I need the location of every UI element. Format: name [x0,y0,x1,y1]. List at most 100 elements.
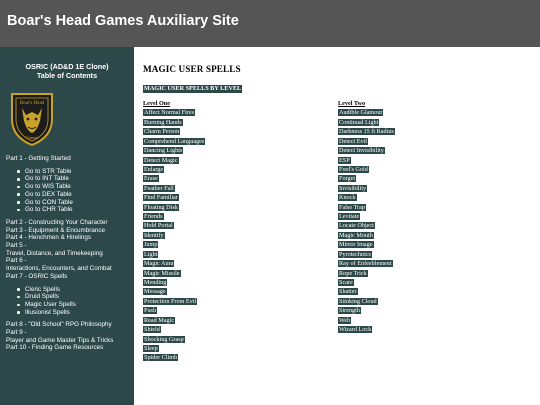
spell-link[interactable]: Affect Normal Fires [143,109,196,117]
spell-list-item[interactable]: ESP [338,156,395,165]
spell-list-item[interactable]: Burning Hands [143,118,205,127]
toc-sub-item[interactable]: Go to STR Table [17,167,132,176]
toc-part-10-link[interactable]: Part 10 - Finding Game Resources [6,344,104,352]
spell-list-item[interactable]: Scare [338,278,395,287]
spell-link[interactable]: Push [143,307,158,315]
spell-list-item[interactable]: Magic Mouth [338,231,395,240]
toc-part-5-title-link[interactable]: Travel, Distance, and Timekeeping [6,249,103,257]
spell-list-item[interactable]: Fool's Gold [338,165,395,174]
toc-sub-item[interactable]: Go to INT Table [17,175,132,183]
spell-link[interactable]: Mending [143,279,168,287]
go-to-wis-link[interactable]: Go to WIS Table [25,183,71,191]
toc-part-2-link[interactable]: Part 2 - Constructing Your Character [6,218,108,226]
spell-list-item[interactable]: Light [143,250,205,259]
toc-sub-item[interactable]: Illusionist Spells [17,308,132,317]
spell-link[interactable]: Find Familiar [143,194,179,202]
spell-list-item[interactable]: Levitate [338,212,395,221]
go-to-con-link[interactable]: Go to CON Table [25,198,73,206]
spell-list-item[interactable]: Hold Portal [143,221,205,230]
toc-part-3[interactable]: Part 3 - Equipment & Encumbrance [6,227,132,235]
toc-sub-item[interactable]: Go to WIS Table [17,183,132,191]
spell-list-item[interactable]: Erase [143,174,205,183]
spell-link[interactable]: Hold Portal [143,222,174,230]
spell-list-item[interactable]: Detect Evil [338,137,395,146]
spell-list-item[interactable]: Wizard Lock [338,325,395,334]
spell-list-item[interactable]: Shocking Grasp [143,335,205,344]
spell-list-item[interactable]: Charm Person [143,127,205,136]
spell-link[interactable]: Web [338,316,352,324]
toc-part-1[interactable]: Part 1 - Getting Started [6,155,132,163]
toc-part-9[interactable]: Part 9 - [6,329,132,337]
spell-link[interactable]: Locate Object [338,222,375,230]
spell-link[interactable]: Fool's Gold [338,165,369,173]
spell-link[interactable]: Strength [338,307,361,315]
toc-part-6-title[interactable]: Interactions, Encounters, and Combat [6,265,132,273]
spell-link[interactable]: Shield [143,326,161,334]
spell-list-item[interactable]: Mending [143,278,205,287]
spell-link[interactable]: Erase [143,175,159,183]
spell-list-item[interactable]: Protection From Evil [143,297,205,306]
spell-link[interactable]: Sleep [143,344,159,352]
spell-link[interactable]: Light [143,250,159,258]
toc-part-6[interactable]: Part 6 - [6,257,132,265]
spell-link[interactable]: Floating Disk [143,203,179,211]
spell-link[interactable]: Rope Trick [338,269,368,277]
spell-list-item[interactable]: Jump [143,240,205,249]
go-to-str-link[interactable]: Go to STR Table [25,167,72,175]
toc-sub-item[interactable]: Go to CON Table [17,198,132,207]
spell-link[interactable]: Stinking Cloud [338,297,378,305]
spell-list-item[interactable]: Pyrotechnics [338,250,395,259]
spell-list-item[interactable]: Strength [338,306,395,315]
go-to-dex-link[interactable]: Go to DEX Table [25,190,72,198]
spell-link[interactable]: Shocking Grasp [143,335,185,343]
spell-link[interactable]: Darkness 15 ft Radius [338,128,395,136]
spell-link[interactable]: Feather Fall [143,184,175,192]
spell-link[interactable]: Levitate [338,213,361,221]
spell-list-item[interactable]: Shield [143,325,205,334]
spell-list-item[interactable]: Invisibility [338,184,395,193]
spell-link[interactable]: Friends [143,213,164,221]
toc-part-5-link[interactable]: Part 5 - [6,242,27,250]
toc-part-8[interactable]: Part 8 - "Old School" RPG Philosophy [6,321,132,329]
spell-link[interactable]: Detect Evil [338,137,369,145]
spell-link[interactable]: Spider Climb [143,354,179,362]
spell-list-item[interactable]: Feather Fall [143,184,205,193]
spell-list-item[interactable]: Push [143,306,205,315]
toc-sub-item[interactable]: Druid Spells [17,293,132,301]
spell-list-item[interactable]: Locate Object [338,221,395,230]
go-to-int-link[interactable]: Go to INT Table [25,175,69,183]
spell-list-item[interactable]: Stinking Cloud [338,297,395,306]
spell-list-item[interactable]: Knock [338,193,395,202]
spell-list-item[interactable]: Detect Invisibility [338,146,395,155]
boar-head-shield-icon[interactable]: Boar's Head Games [9,91,55,147]
spell-link[interactable]: Mirror Image [338,241,374,249]
spell-list-item[interactable]: Magic Missile [143,269,205,278]
spell-list-item[interactable]: Read Magic [143,316,205,325]
toc-part-10[interactable]: Part 10 - Finding Game Resources [6,344,132,352]
spell-link[interactable]: Wizard Lock [338,326,373,334]
spell-list-item[interactable]: Floating Disk [143,203,205,212]
toc-part-1-link[interactable]: Part 1 - Getting Started [6,155,71,162]
toc-part-9-title-link[interactable]: Player and Game Master Tips & Tricks [6,336,114,344]
toc-part-5-title[interactable]: Travel, Distance, and Timekeeping [6,250,132,258]
spell-list-item[interactable]: Message [143,287,205,296]
illusionist-spells-link[interactable]: Illusionist Spells [25,308,70,316]
spell-list-item[interactable]: Detect Magic [143,156,205,165]
spell-link[interactable]: False Trap [338,203,366,211]
spell-list-item[interactable]: Identify [143,231,205,240]
toc-part-9-link[interactable]: Part 9 - [6,329,27,337]
spell-link[interactable]: Magic Mouth [338,231,374,239]
toc-sub-item[interactable]: Magic User Spells [17,301,132,309]
toc-sub-item[interactable]: Go to DEX Table [17,190,132,199]
spell-link[interactable]: Dancing Lights [143,147,184,155]
spell-link[interactable]: Scare [338,279,354,287]
spell-list-item[interactable]: Comprehend Languages [143,137,206,146]
spell-list-item[interactable]: Audible Glamour [338,108,395,117]
spell-list-item[interactable]: Friends [143,212,205,221]
go-to-chr-link[interactable]: Go to CHR Table [25,206,73,214]
toc-part-7[interactable]: Part 7 - OSRIC Spells [6,273,132,281]
toc-part-6-link[interactable]: Part 6 - [6,257,27,265]
spell-link[interactable]: Audible Glamour [338,109,384,117]
spell-link[interactable]: Forget [338,175,357,183]
toc-part-4[interactable]: Part 4 - Henchmen & Hirelings [6,234,132,242]
